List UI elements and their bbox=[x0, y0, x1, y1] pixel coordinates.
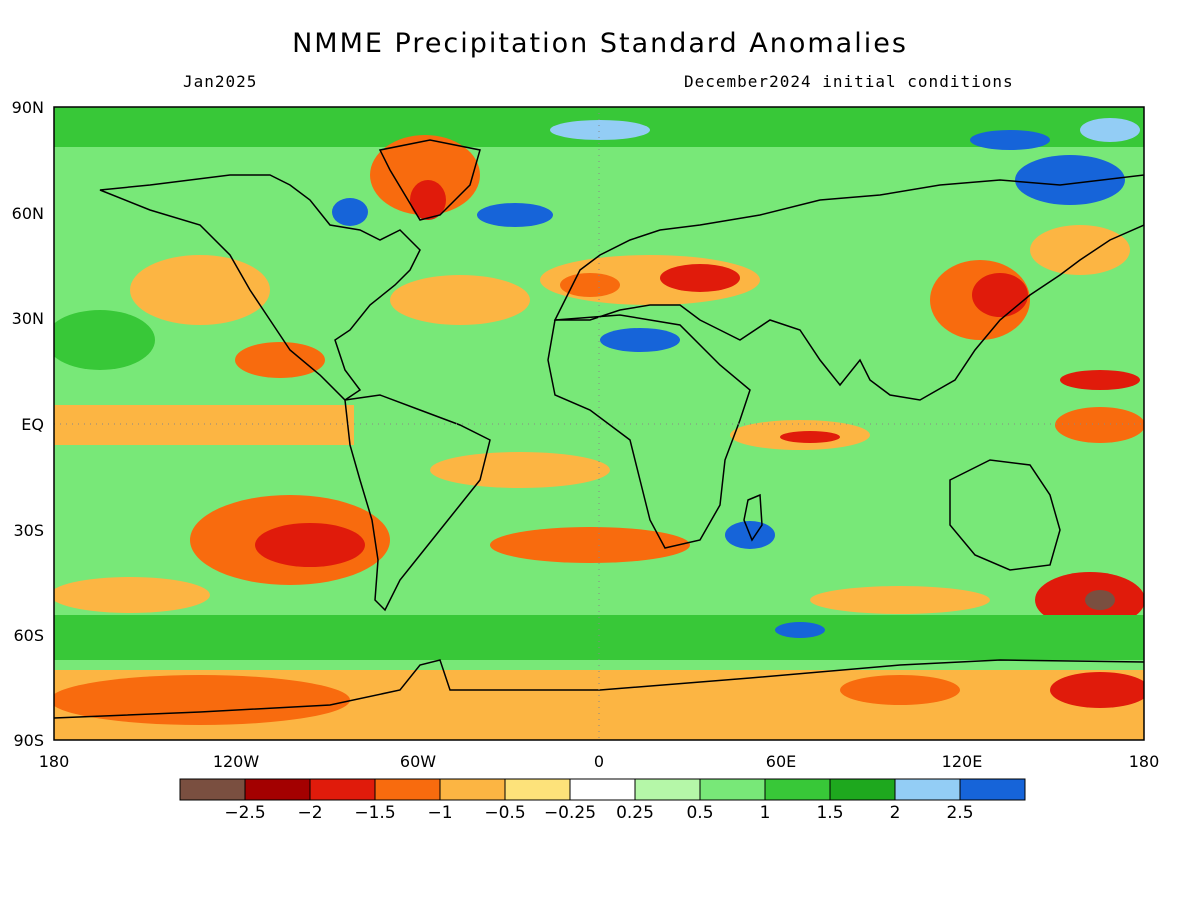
field-southern-ocean-blue bbox=[775, 622, 825, 638]
field-eq-pacific-dry bbox=[54, 405, 354, 445]
field-eq-atlantic-dry bbox=[430, 452, 610, 488]
map-frame bbox=[53, 106, 1145, 741]
colorbar-label: −0.25 bbox=[544, 803, 596, 823]
field-npacific-west-dry bbox=[1030, 225, 1130, 275]
colorbar-swatch bbox=[374, 778, 441, 801]
coast-madagascar bbox=[743, 493, 763, 542]
coast-australia bbox=[949, 459, 1061, 571]
field-mexico-dry bbox=[235, 342, 325, 378]
lat-tick: EQ bbox=[21, 415, 44, 434]
lat-axis: 90N 60N 30N EQ 30S 60S 90S bbox=[12, 98, 44, 750]
lat-tick: 30S bbox=[13, 521, 44, 540]
colorbar-swatch bbox=[439, 778, 506, 801]
lat-tick: 90N bbox=[12, 98, 44, 117]
colorbar-swatch bbox=[569, 778, 636, 801]
lon-tick: 180 bbox=[1129, 752, 1160, 771]
field-tasman-core bbox=[1085, 590, 1115, 610]
lon-tick: 180 bbox=[39, 752, 70, 771]
colorbar-label: −2 bbox=[297, 803, 322, 823]
coast-north-america bbox=[99, 174, 421, 401]
colorbar-label: 0.25 bbox=[616, 803, 654, 823]
field-northatlantic-wet bbox=[477, 203, 553, 227]
field-antarctic-dry-mid bbox=[840, 675, 960, 705]
field-arctic-lightblue bbox=[1080, 118, 1140, 142]
field-wpacific-dry bbox=[1060, 370, 1140, 390]
colorbar-swatch bbox=[894, 778, 961, 801]
colorbar-swatch bbox=[634, 778, 701, 801]
field-indian-core bbox=[780, 431, 840, 443]
field-greenland-dry bbox=[370, 135, 480, 215]
field-eq-wpacific-dry bbox=[1055, 407, 1144, 443]
lon-tick: 60E bbox=[766, 752, 796, 771]
field-southern-ocean-wet bbox=[54, 615, 1144, 660]
coast-africa bbox=[547, 314, 751, 549]
field-south-dry-west bbox=[54, 577, 210, 613]
colorbar-swatch bbox=[244, 778, 311, 801]
lat-tick: 30N bbox=[12, 309, 44, 328]
lon-tick: 0 bbox=[594, 752, 604, 771]
field-arctic-blue bbox=[550, 120, 650, 140]
colorbar-swatch bbox=[179, 778, 246, 801]
colorbar-label: −0.5 bbox=[484, 803, 525, 823]
colorbar-swatch bbox=[959, 778, 1026, 801]
field-satlantic-dry bbox=[490, 527, 690, 563]
lat-tick: 60S bbox=[13, 626, 44, 645]
init-conditions-label: December2024 initial conditions bbox=[684, 72, 1014, 91]
colorbar-swatch bbox=[504, 778, 571, 801]
colorbar-label: 2.5 bbox=[946, 803, 973, 823]
colorbar-swatch bbox=[699, 778, 766, 801]
field-arctic-wet bbox=[970, 130, 1050, 150]
lon-tick: 120E bbox=[942, 752, 983, 771]
field-hudson-wet bbox=[332, 198, 368, 226]
colorbar-label: −2.5 bbox=[224, 803, 265, 823]
field-npacific-dry bbox=[130, 255, 270, 325]
map-title: NMME Precipitation Standard Anomalies bbox=[292, 28, 908, 59]
field-siberia-wet bbox=[1015, 155, 1125, 205]
colorbar-swatch bbox=[764, 778, 831, 801]
lon-tick: 120W bbox=[213, 752, 260, 771]
colorbar-label: 1.5 bbox=[816, 803, 843, 823]
colorbar-swatch bbox=[829, 778, 896, 801]
colorbar-label: −1.5 bbox=[354, 803, 395, 823]
colorbar-label: 2 bbox=[890, 803, 901, 823]
coast-eurasia bbox=[553, 174, 1144, 401]
valid-month-label: Jan2025 bbox=[183, 72, 258, 91]
colorbar: −2.5 −2 −1.5 −1 −0.5 −0.25 0.25 0.5 1 1.5 2 2.5 bbox=[179, 778, 1026, 823]
lat-tick: 60N bbox=[12, 204, 44, 223]
lat-tick: 90S bbox=[13, 731, 44, 750]
colorbar-label: −1 bbox=[427, 803, 452, 823]
field-antarctic-dry-east bbox=[1050, 672, 1144, 708]
field-natlantic-dry bbox=[390, 275, 530, 325]
lon-axis: 180 120W 60W 0 60E 120E 180 bbox=[39, 752, 1160, 771]
anomaly-field bbox=[54, 107, 1144, 740]
coast-greenland bbox=[378, 139, 481, 221]
field-greenland-core bbox=[410, 180, 446, 220]
field-japan-core bbox=[972, 273, 1028, 317]
field-europe-core bbox=[660, 264, 740, 292]
field-sahara-wet bbox=[600, 328, 680, 352]
field-south-dry-east bbox=[810, 586, 990, 614]
lon-tick: 60W bbox=[400, 752, 436, 771]
colorbar-swatch bbox=[309, 778, 376, 801]
coast-antarctica bbox=[54, 659, 1144, 719]
coast-south-america bbox=[344, 394, 491, 612]
field-antarctic-dry-west bbox=[54, 675, 350, 725]
field-npacific-wet bbox=[54, 310, 155, 370]
field-spacific-core bbox=[255, 523, 365, 567]
coastlines bbox=[54, 139, 1144, 719]
colorbar-label: 1 bbox=[760, 803, 771, 823]
colorbar-label: 0.5 bbox=[686, 803, 713, 823]
